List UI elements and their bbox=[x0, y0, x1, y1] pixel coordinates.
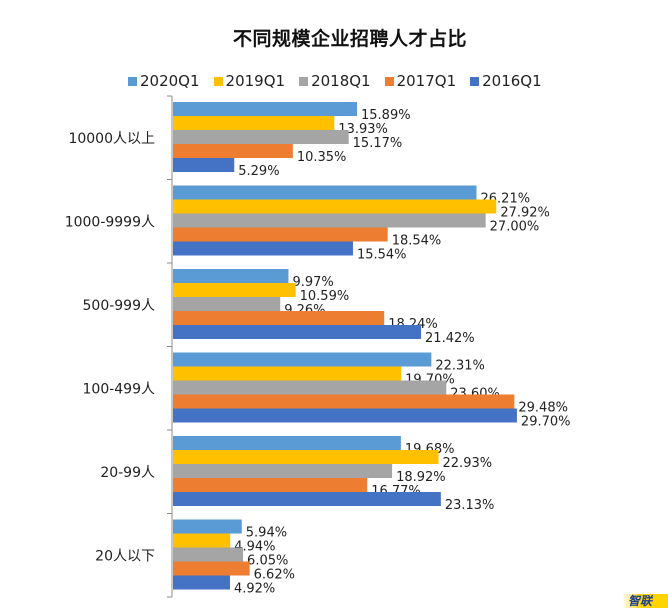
bar-2017Q1 bbox=[173, 561, 250, 576]
legend-item: 2016Q1 bbox=[470, 72, 542, 90]
legend-swatch bbox=[470, 76, 480, 86]
legend-item: 2017Q1 bbox=[384, 72, 457, 90]
legend-label: 2018Q1 bbox=[311, 72, 371, 90]
bar-2019Q1 bbox=[173, 116, 335, 130]
legend-item: 2018Q1 bbox=[299, 72, 371, 90]
bar-2020Q1 bbox=[173, 519, 242, 534]
category-label: 10000人以上 bbox=[68, 131, 155, 147]
bar-2018Q1 bbox=[173, 547, 244, 562]
bar-2020Q1 bbox=[173, 102, 358, 116]
data-label: 21.42% bbox=[425, 331, 475, 346]
data-label: 4.94% bbox=[234, 540, 275, 555]
data-label: 10.59% bbox=[300, 289, 350, 304]
category-label: 20-99人 bbox=[100, 465, 155, 481]
data-label: 9.97% bbox=[292, 275, 333, 290]
category-label: 20人以下 bbox=[95, 548, 155, 564]
data-label: 5.94% bbox=[246, 526, 287, 541]
category-label: 100-499人 bbox=[83, 381, 156, 397]
legend-label: 2016Q1 bbox=[482, 72, 542, 90]
bar-2019Q1 bbox=[173, 450, 439, 464]
legend-label: 2017Q1 bbox=[396, 72, 457, 90]
data-label: 18.92% bbox=[396, 470, 446, 485]
data-label: 4.92% bbox=[234, 582, 275, 597]
bar-2016Q1 bbox=[173, 325, 422, 339]
data-label: 18.54% bbox=[392, 234, 442, 249]
bar-2016Q1 bbox=[173, 408, 517, 423]
bar-2018Q1 bbox=[173, 464, 393, 478]
data-label: 29.70% bbox=[521, 415, 571, 430]
data-label: 6.05% bbox=[247, 554, 288, 569]
bar-2020Q1 bbox=[173, 269, 289, 283]
bar-2016Q1 bbox=[173, 575, 230, 590]
bar-2016Q1 bbox=[173, 241, 353, 256]
bar-2019Q1 bbox=[173, 199, 497, 214]
data-label: 22.93% bbox=[443, 456, 493, 471]
bar-2016Q1 bbox=[173, 158, 235, 172]
legend-swatch bbox=[213, 76, 223, 86]
bar-2019Q1 bbox=[173, 366, 402, 381]
bar-2017Q1 bbox=[173, 478, 368, 492]
bar-2016Q1 bbox=[173, 492, 441, 506]
legend-label: 2019Q1 bbox=[225, 72, 286, 90]
data-label: 23.13% bbox=[445, 498, 495, 513]
legend-item: 2019Q1 bbox=[213, 72, 286, 90]
bar-2018Q1 bbox=[173, 380, 447, 395]
bar-2019Q1 bbox=[173, 283, 296, 297]
data-label: 15.17% bbox=[353, 136, 403, 151]
bar-2019Q1 bbox=[173, 533, 231, 548]
bar-2020Q1 bbox=[173, 352, 432, 367]
bar-2017Q1 bbox=[173, 394, 515, 409]
legend-label: 2020Q1 bbox=[140, 72, 200, 90]
bar-2017Q1 bbox=[173, 311, 385, 325]
bar-2018Q1 bbox=[173, 130, 349, 144]
legend-swatch bbox=[299, 76, 309, 86]
data-label: 13.93% bbox=[338, 122, 388, 137]
data-label: 10.35% bbox=[297, 150, 347, 165]
category-label: 500-999人 bbox=[83, 298, 156, 314]
legend-swatch bbox=[128, 76, 137, 86]
data-label: 5.29% bbox=[238, 164, 279, 179]
bar-2018Q1 bbox=[173, 297, 281, 311]
legend-item: 2020Q1 bbox=[128, 72, 200, 90]
data-label: 15.54% bbox=[357, 248, 407, 263]
bar-2020Q1 bbox=[173, 436, 401, 450]
data-label: 27.92% bbox=[500, 206, 550, 221]
chart-title: 不同规模企业招聘人才占比 bbox=[232, 28, 467, 50]
bar-2017Q1 bbox=[173, 144, 293, 158]
chart-legend: 2020Q1 2019Q1 2018Q1 2017Q1 2016Q1 bbox=[128, 72, 556, 90]
legend-swatch bbox=[384, 76, 394, 86]
category-label: 1000-9999人 bbox=[65, 214, 155, 230]
bar-2017Q1 bbox=[173, 227, 388, 242]
data-label: 22.31% bbox=[435, 359, 485, 374]
data-label: 29.48% bbox=[518, 401, 568, 416]
data-label: 6.62% bbox=[254, 568, 295, 583]
bar-2020Q1 bbox=[173, 185, 477, 200]
data-label: 15.89% bbox=[361, 108, 411, 123]
watermark-logo: 智联 bbox=[622, 594, 668, 608]
bar-2018Q1 bbox=[173, 213, 486, 228]
data-label: 27.00% bbox=[490, 220, 540, 235]
